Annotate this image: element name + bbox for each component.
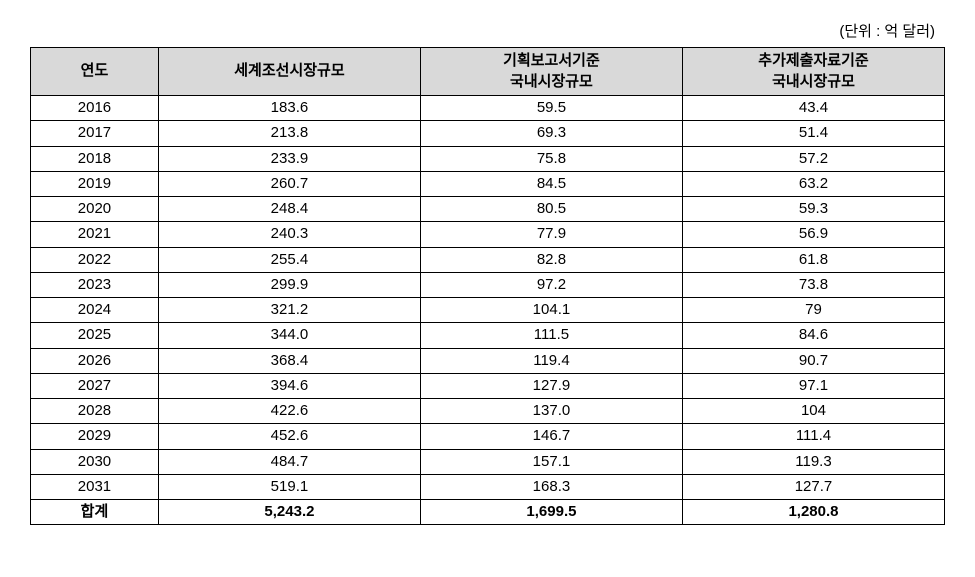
- table-cell: 299.9: [158, 272, 420, 297]
- table-cell: 51.4: [682, 121, 944, 146]
- table-cell: 2023: [31, 272, 159, 297]
- table-cell: 77.9: [420, 222, 682, 247]
- table-cell: 79: [682, 298, 944, 323]
- table-cell: 56.9: [682, 222, 944, 247]
- table-body: 2016183.659.543.42017213.869.351.4201823…: [31, 96, 945, 500]
- table-cell: 394.6: [158, 373, 420, 398]
- table-row: 2031519.1168.3127.7: [31, 474, 945, 499]
- table-cell: 2028: [31, 399, 159, 424]
- table-cell: 82.8: [420, 247, 682, 272]
- table-row: 2025344.0111.584.6: [31, 323, 945, 348]
- table-cell: 97.2: [420, 272, 682, 297]
- table-cell: 119.4: [420, 348, 682, 373]
- table-cell: 2030: [31, 449, 159, 474]
- table-cell: 119.3: [682, 449, 944, 474]
- table-cell: 59.5: [420, 96, 682, 121]
- unit-label: (단위 : 억 달러): [30, 20, 945, 41]
- table-cell: 146.7: [420, 424, 682, 449]
- table-cell: 344.0: [158, 323, 420, 348]
- table-cell: 321.2: [158, 298, 420, 323]
- table-cell: 240.3: [158, 222, 420, 247]
- table-row: 2027394.6127.997.1: [31, 373, 945, 398]
- table-cell: 43.4: [682, 96, 944, 121]
- table-cell: 2029: [31, 424, 159, 449]
- footer-label: 합계: [31, 500, 159, 525]
- table-cell: 183.6: [158, 96, 420, 121]
- table-row: 2021240.377.956.9: [31, 222, 945, 247]
- table-cell: 260.7: [158, 171, 420, 196]
- table-row: 2023299.997.273.8: [31, 272, 945, 297]
- table-cell: 2026: [31, 348, 159, 373]
- table-cell: 2025: [31, 323, 159, 348]
- table-cell: 59.3: [682, 197, 944, 222]
- table-cell: 2031: [31, 474, 159, 499]
- table-cell: 2024: [31, 298, 159, 323]
- table-row: 2018233.975.857.2: [31, 146, 945, 171]
- col-header-addl: 추가제출자료기준국내시장규모: [682, 48, 944, 96]
- table-cell: 84.5: [420, 171, 682, 196]
- table-cell: 69.3: [420, 121, 682, 146]
- table-cell: 452.6: [158, 424, 420, 449]
- table-cell: 213.8: [158, 121, 420, 146]
- table-cell: 73.8: [682, 272, 944, 297]
- table-cell: 63.2: [682, 171, 944, 196]
- table-cell: 2020: [31, 197, 159, 222]
- table-cell: 127.7: [682, 474, 944, 499]
- table-cell: 2016: [31, 96, 159, 121]
- table-cell: 97.1: [682, 373, 944, 398]
- table-cell: 368.4: [158, 348, 420, 373]
- col-header-year: 연도: [31, 48, 159, 96]
- table-row: 2024321.2104.179: [31, 298, 945, 323]
- table-cell: 75.8: [420, 146, 682, 171]
- footer-addl: 1,280.8: [682, 500, 944, 525]
- table-row: 2029452.6146.7111.4: [31, 424, 945, 449]
- table-cell: 2021: [31, 222, 159, 247]
- table-row: 2030484.7157.1119.3: [31, 449, 945, 474]
- table-footer: 합계 5,243.2 1,699.5 1,280.8: [31, 500, 945, 525]
- table-cell: 255.4: [158, 247, 420, 272]
- table-cell: 2018: [31, 146, 159, 171]
- table-row: 2016183.659.543.4: [31, 96, 945, 121]
- table-cell: 248.4: [158, 197, 420, 222]
- table-cell: 104: [682, 399, 944, 424]
- table-cell: 57.2: [682, 146, 944, 171]
- table-cell: 111.4: [682, 424, 944, 449]
- col-header-world: 세계조선시장규모: [158, 48, 420, 96]
- table-cell: 168.3: [420, 474, 682, 499]
- table-cell: 2022: [31, 247, 159, 272]
- table-cell: 233.9: [158, 146, 420, 171]
- table-cell: 80.5: [420, 197, 682, 222]
- footer-world: 5,243.2: [158, 500, 420, 525]
- table-cell: 104.1: [420, 298, 682, 323]
- table-cell: 2027: [31, 373, 159, 398]
- table-row: 2020248.480.559.3: [31, 197, 945, 222]
- market-size-table: 연도 세계조선시장규모 기획보고서기준국내시장규모 추가제출자료기준국내시장규모…: [30, 47, 945, 525]
- table-row: 2026368.4119.490.7: [31, 348, 945, 373]
- table-cell: 111.5: [420, 323, 682, 348]
- footer-plan: 1,699.5: [420, 500, 682, 525]
- table-cell: 484.7: [158, 449, 420, 474]
- table-cell: 127.9: [420, 373, 682, 398]
- table-cell: 90.7: [682, 348, 944, 373]
- table-cell: 519.1: [158, 474, 420, 499]
- table-row: 2028422.6137.0104: [31, 399, 945, 424]
- table-cell: 137.0: [420, 399, 682, 424]
- table-row: 2017213.869.351.4: [31, 121, 945, 146]
- table-header: 연도 세계조선시장규모 기획보고서기준국내시장규모 추가제출자료기준국내시장규모: [31, 48, 945, 96]
- table-cell: 2019: [31, 171, 159, 196]
- table-row: 2019260.784.563.2: [31, 171, 945, 196]
- table-row: 2022255.482.861.8: [31, 247, 945, 272]
- table-cell: 84.6: [682, 323, 944, 348]
- table-cell: 157.1: [420, 449, 682, 474]
- table-cell: 422.6: [158, 399, 420, 424]
- col-header-plan: 기획보고서기준국내시장규모: [420, 48, 682, 96]
- table-cell: 2017: [31, 121, 159, 146]
- table-cell: 61.8: [682, 247, 944, 272]
